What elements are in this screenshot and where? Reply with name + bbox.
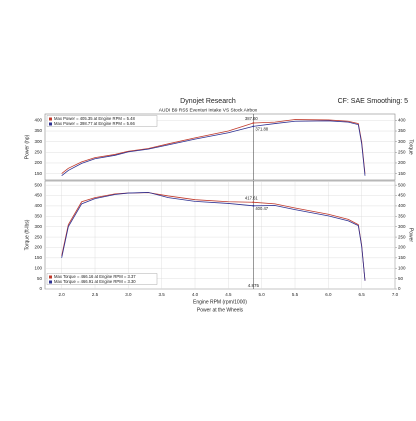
y-tick-label: 450 [34, 193, 42, 198]
y2-tick-label: 200 [398, 245, 406, 250]
y-tick-label: 350 [34, 213, 42, 218]
y-axis-label: Torque (ft-lbs) [24, 219, 30, 250]
y-tick-label: 200 [34, 245, 42, 250]
legend-swatch [49, 280, 52, 284]
x-tick-label: 4.5 [225, 292, 232, 297]
legend-entry: Max Power = 398.77 at Engine RPM = 5.66 [54, 121, 135, 126]
y-tick-label: 500 [34, 182, 42, 187]
series-line [61, 120, 366, 177]
y2-tick-label: 100 [398, 265, 406, 270]
legend-swatch [49, 275, 52, 279]
y2-tick-label: 250 [398, 234, 406, 239]
x-tick-label: 5.0 [259, 292, 266, 297]
plot-area [44, 180, 396, 290]
annotation-label: 400.47 [255, 206, 268, 211]
annotation-label: 387.60 [245, 116, 258, 121]
y-tick-label: 0 [39, 286, 42, 291]
y-tick-label: 400 [34, 118, 42, 123]
y2-tick-label: 400 [398, 118, 406, 123]
settings: CF: SAE Smoothing: 5 [338, 98, 409, 105]
series-line [61, 192, 366, 281]
legend-box [46, 273, 158, 285]
y2-axis-label: Torque [408, 139, 414, 155]
y-axis-label: Power (hp) [24, 134, 30, 159]
x-tick-label: 5.5 [292, 292, 299, 297]
y2-tick-label: 450 [398, 193, 406, 198]
annotation-label: 417.61 [245, 195, 258, 200]
subtitle: AUDI B9 RS5 Eventuri Intake VS Stock Air… [159, 107, 258, 113]
legend-entry: Max Torque = 466.16 at Engine RPM = 3.37 [54, 274, 136, 279]
cursor-label: 4.875 [248, 283, 260, 288]
annotation-label: 371.88 [255, 126, 268, 131]
x-tick-label: 4.0 [192, 292, 199, 297]
x-tick-label: 2.5 [92, 292, 99, 297]
y-tick-label: 150 [34, 171, 42, 176]
series-line [61, 192, 366, 281]
series-line [61, 119, 366, 174]
y-tick-label: 50 [37, 276, 43, 281]
y2-tick-label: 300 [398, 224, 406, 229]
y-tick-label: 300 [34, 224, 42, 229]
y-tick-label: 250 [34, 150, 42, 155]
legend-swatch [49, 122, 52, 126]
y-tick-label: 400 [34, 203, 42, 208]
legend-box [46, 115, 158, 127]
y2-tick-label: 150 [398, 255, 406, 260]
y-tick-label: 350 [34, 128, 42, 133]
x-tick-label: 3.5 [159, 292, 166, 297]
y2-tick-label: 0 [398, 286, 401, 291]
x-tick-label: 3.0 [125, 292, 132, 297]
legend-swatch [49, 117, 52, 121]
x-tick-label: 7.0 [392, 292, 399, 297]
y-tick-label: 300 [34, 139, 42, 144]
y2-tick-label: 500 [398, 182, 406, 187]
x-tick-label: 6.0 [325, 292, 332, 297]
y2-tick-label: 350 [398, 128, 406, 133]
annotation-marker [252, 204, 255, 207]
y2-axis-label: Power [408, 228, 414, 243]
x-tick-label: 6.5 [359, 292, 366, 297]
y2-tick-label: 350 [398, 213, 406, 218]
y2-tick-label: 300 [398, 139, 406, 144]
y2-tick-label: 50 [398, 276, 404, 281]
caption: Power at the Wheels [197, 307, 244, 313]
y2-tick-label: 400 [398, 203, 406, 208]
y-tick-label: 150 [34, 255, 42, 260]
y2-tick-label: 150 [398, 171, 406, 176]
y2-tick-label: 250 [398, 150, 406, 155]
x-axis-label: Engine RPM (rpm/1000) [193, 299, 247, 305]
y-tick-label: 200 [34, 160, 42, 165]
y-tick-label: 250 [34, 234, 42, 239]
title: Dynojet Research [180, 98, 236, 105]
x-tick-label: 2.0 [59, 292, 66, 297]
annotation-marker [252, 125, 255, 128]
legend-entry: Max Torque = 466.91 at Engine RPM = 3.30 [54, 279, 136, 284]
annotation-marker [252, 201, 255, 204]
y2-tick-label: 200 [398, 160, 406, 165]
annotation-marker [252, 122, 255, 124]
y-tick-label: 100 [34, 265, 42, 270]
legend-entry: Max Power = 405.35 at Engine RPM = 5.48 [54, 116, 135, 121]
